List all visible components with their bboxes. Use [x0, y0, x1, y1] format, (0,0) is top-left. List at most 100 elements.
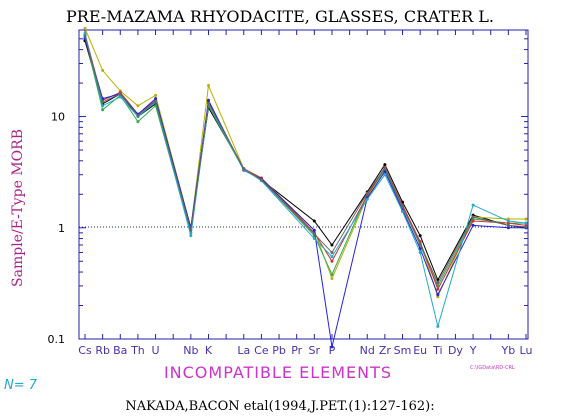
x-tick-label: Lu [520, 344, 533, 357]
y-ticks: 10 1 0.1 [48, 29, 528, 346]
data-point [118, 95, 122, 99]
chart-title: PRE-MAZAMA RHYODACITE, GLASSES, CRATER L… [66, 7, 494, 26]
x-tick-label: P [329, 344, 336, 357]
data-point [330, 250, 334, 254]
data-point [330, 273, 334, 277]
data-point [330, 345, 334, 349]
data-point [506, 217, 510, 221]
data-point [154, 97, 158, 101]
data-point [312, 228, 316, 232]
data-point [383, 163, 387, 167]
data-point [330, 259, 334, 263]
data-point [101, 108, 105, 112]
y-tick-label: 0.1 [48, 333, 66, 346]
x-tick-label: Ce [254, 344, 269, 357]
data-point [524, 217, 528, 221]
x-ticks: Cs Rb Ba Th U Nb K La Ce Pb Pr Sr P Nd Zr Sm Eu Ti Dy Y Yb Lu [78, 30, 532, 357]
data-point [101, 68, 105, 72]
y-tick-label: 10 [51, 111, 65, 124]
data-point [418, 250, 422, 254]
data-point [524, 225, 528, 229]
data-point [365, 191, 369, 195]
data-point [189, 234, 193, 238]
x-tick-label: Ti [432, 344, 442, 357]
x-tick-label: Sr [309, 344, 321, 357]
data-point [206, 98, 210, 102]
x-tick-label: Pr [291, 344, 302, 357]
x-tick-label: Th [130, 344, 145, 357]
data-point [401, 210, 405, 214]
x-tick-label: Yb [501, 344, 516, 357]
x-tick-label: La [237, 344, 250, 357]
data-point [206, 84, 210, 88]
data-point [154, 99, 158, 103]
y-tick-label: 1 [58, 222, 65, 235]
data-point [471, 223, 475, 227]
data-point [83, 26, 87, 30]
data-point [436, 324, 440, 328]
plot-frame [78, 29, 529, 340]
data-point [365, 197, 369, 201]
data-point [471, 219, 475, 223]
data-point [101, 100, 105, 104]
series-line [84, 38, 526, 347]
data-point [436, 281, 440, 285]
data-point [312, 232, 316, 236]
data-point [189, 228, 193, 232]
data-point [83, 31, 87, 35]
x-tick-label: Eu [413, 344, 427, 357]
data-point [383, 170, 387, 174]
x-tick-label: Cs [78, 344, 92, 357]
data-point [312, 219, 316, 223]
data-point [136, 104, 140, 108]
x-axis-label: INCOMPATIBLE ELEMENTS [164, 363, 392, 382]
series-group [83, 26, 528, 349]
x-tick-label: Rb [95, 344, 110, 357]
x-tick-label: K [205, 344, 213, 357]
data-point [330, 276, 334, 280]
data-point [506, 223, 510, 227]
x-tick-label: Ba [113, 344, 127, 357]
n-label: N= 7 [4, 378, 38, 393]
x-tick-label: Pb [272, 344, 286, 357]
data-point [436, 293, 440, 297]
data-point [136, 120, 140, 124]
series-line [84, 36, 526, 288]
x-tick-label: Dy [448, 344, 463, 357]
data-point [118, 92, 122, 96]
data-point [401, 205, 405, 209]
data-point [330, 243, 334, 247]
y-axis-label: Sample/E-Type MORB [10, 129, 26, 287]
x-tick-label: U [152, 344, 160, 357]
data-point [136, 114, 140, 118]
data-point [330, 255, 334, 259]
data-point [242, 167, 246, 171]
data-point [101, 104, 105, 108]
data-point [383, 173, 387, 177]
reference-text: NAKADA,BACON etal(1994,J.PET.(1):127-162… [125, 399, 434, 414]
series-line [84, 28, 526, 299]
data-point [524, 221, 528, 225]
data-point [418, 234, 422, 238]
x-tick-label: Zr [379, 344, 392, 357]
data-point [506, 221, 510, 225]
data-point [471, 203, 475, 207]
data-point [259, 178, 263, 182]
data-point [436, 287, 440, 291]
data-point [471, 215, 475, 219]
data-point [418, 242, 422, 246]
data-point [206, 101, 210, 105]
data-point [418, 247, 422, 251]
data-point [383, 166, 387, 170]
legend-note: C:\IGData\RD-CRL [470, 365, 515, 371]
x-tick-label: Sm [394, 344, 412, 357]
series-line [84, 33, 527, 329]
data-point [154, 93, 158, 97]
data-point [506, 219, 510, 223]
x-tick-label: Nb [183, 344, 198, 357]
x-tick-label: Nd [360, 344, 375, 357]
x-tick-label: Y [469, 344, 477, 357]
data-point [506, 226, 510, 230]
data-point [83, 34, 87, 38]
